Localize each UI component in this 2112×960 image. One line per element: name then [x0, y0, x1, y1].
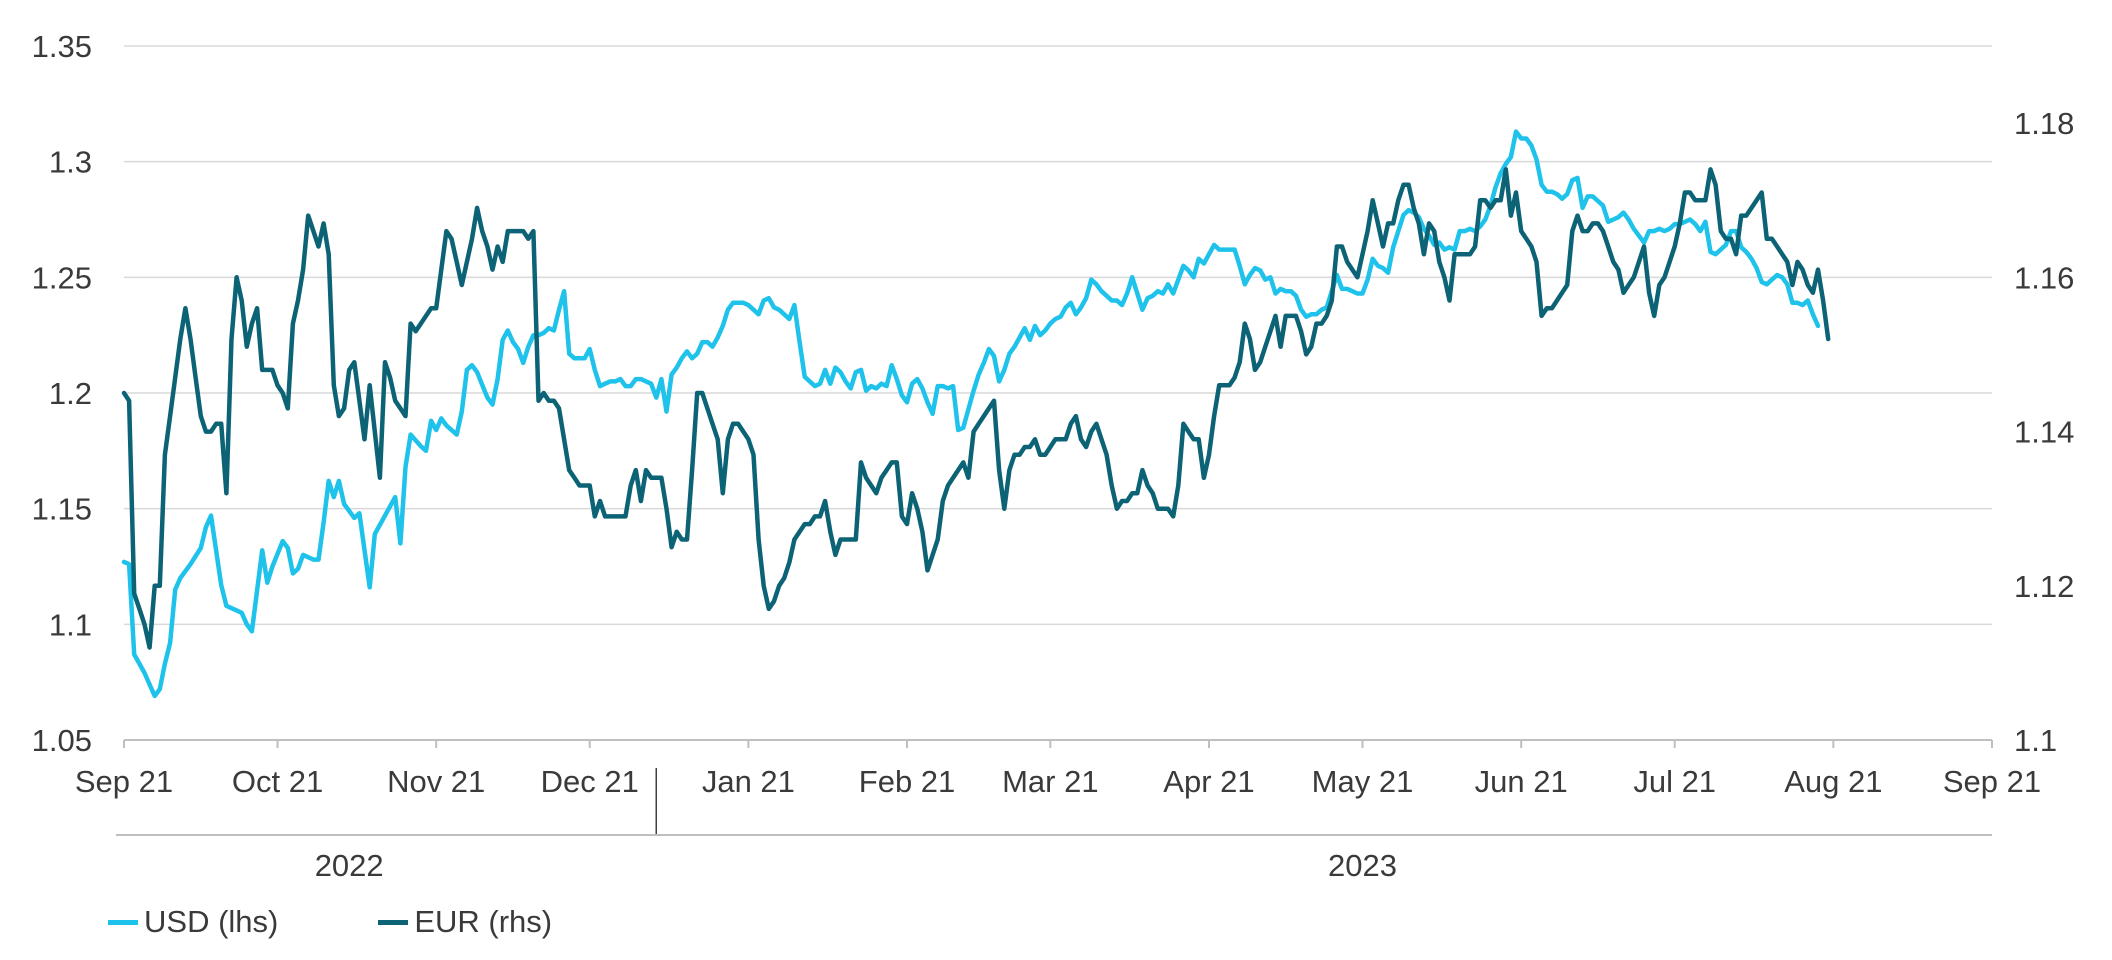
- series-lines: [121, 129, 1831, 699]
- gridlines: [124, 45, 1992, 626]
- x-axis: Sep 21 Oct 21 Nov 21 Dec 21 Jan 21 Feb 21 Mar …: [75, 739, 2041, 799]
- legend-item-usd: USD (lhs): [108, 904, 278, 940]
- x-tick-label: Apr 21: [1163, 764, 1254, 799]
- year-label: 2023: [1328, 848, 1397, 883]
- series-line-eur: [121, 167, 1831, 650]
- right-y-axis: 1.1 1.12 1.14 1.16 1.18: [2014, 106, 2074, 758]
- x-tick-label: Mar 21: [1002, 764, 1098, 799]
- legend-swatch-eur: [378, 919, 409, 925]
- x-tick-label: Oct 21: [232, 764, 323, 799]
- left-y-tick-label: 1.05: [32, 723, 92, 758]
- series-line-usd: [121, 129, 1821, 699]
- left-y-tick-label: 1.3: [49, 145, 92, 180]
- x-tick-label: Nov 21: [387, 764, 485, 799]
- x-tick-label: Jul 21: [1633, 764, 1716, 799]
- left-y-tick-label: 1.1: [49, 607, 92, 642]
- left-y-tick-label: 1.35: [32, 29, 92, 64]
- year-label: 2022: [315, 848, 384, 883]
- right-y-tick-label: 1.14: [2014, 415, 2074, 450]
- legend-item-eur: EUR (rhs): [378, 904, 552, 940]
- left-y-tick-label: 1.2: [49, 376, 92, 411]
- legend: USD (lhs) EUR (rhs): [108, 900, 552, 944]
- x-tick-label: Jan 21: [702, 764, 795, 799]
- left-y-tick-label: 1.25: [32, 260, 92, 295]
- left-y-tick-label: 1.15: [32, 492, 92, 527]
- legend-label-usd: USD (lhs): [144, 904, 279, 939]
- x-tick-label: Dec 21: [541, 764, 639, 799]
- left-y-axis: 1.05 1.1 1.15 1.2 1.25 1.3 1.35: [32, 29, 92, 758]
- x-tick-label: May 21: [1312, 764, 1414, 799]
- x-tick-label: Feb 21: [859, 764, 956, 799]
- right-y-tick-label: 1.1: [2014, 723, 2057, 758]
- right-y-tick-label: 1.16: [2014, 260, 2074, 295]
- x-tick-label: Sep 21: [1943, 764, 2041, 799]
- legend-label-eur: EUR (rhs): [414, 904, 553, 939]
- year-axis: 2022 2023: [116, 768, 1992, 883]
- x-tick-label: Sep 21: [75, 764, 173, 799]
- x-tick-label: Jun 21: [1475, 764, 1568, 799]
- legend-swatch-usd: [108, 919, 138, 925]
- right-y-tick-label: 1.18: [2014, 106, 2074, 141]
- x-tick-label: Aug 21: [1784, 764, 1882, 799]
- right-y-tick-label: 1.12: [2014, 569, 2074, 604]
